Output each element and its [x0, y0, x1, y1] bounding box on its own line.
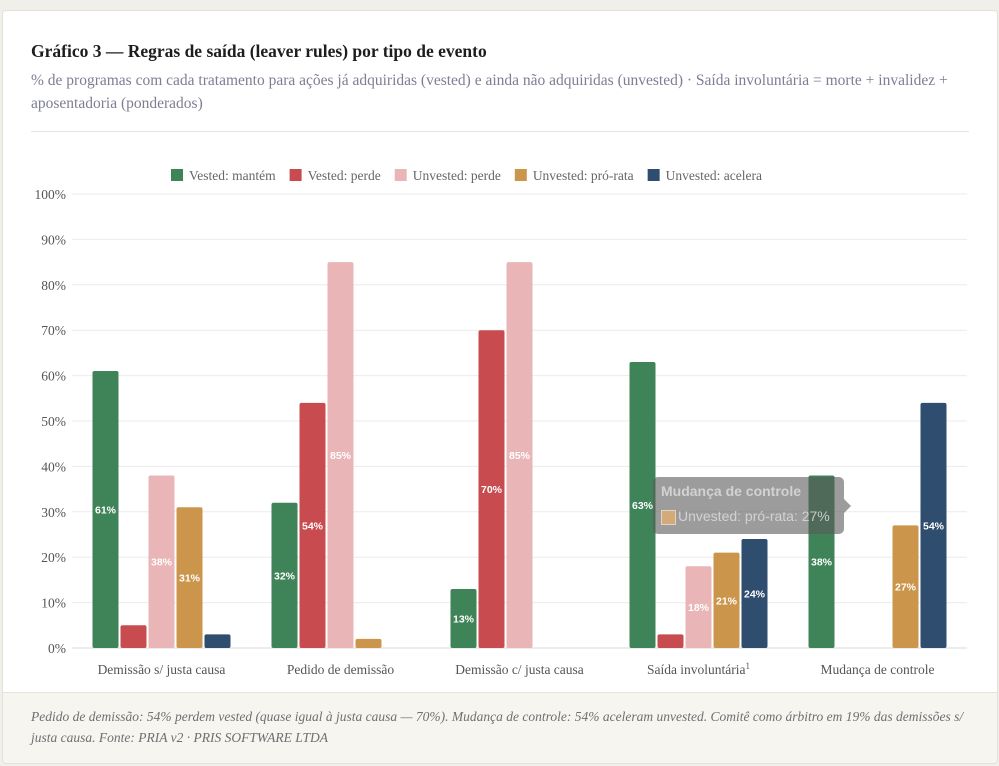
- data-label: 31%: [179, 573, 201, 585]
- y-tick-label: 100%: [35, 187, 67, 202]
- legend-label: Unvested: acelera: [666, 168, 762, 183]
- bar: [657, 634, 684, 648]
- data-label: 63%: [632, 500, 654, 512]
- bar: [892, 525, 919, 648]
- bar: [327, 262, 354, 648]
- data-label: 27%: [895, 582, 917, 594]
- data-label: 85%: [330, 450, 352, 462]
- data-label: 18%: [688, 602, 710, 614]
- chart-tooltip: Mudança de controle Unvested: pró-rata: …: [653, 477, 851, 534]
- data-label: 85%: [509, 450, 531, 462]
- bar: [685, 566, 712, 648]
- legend-swatch: [647, 169, 660, 181]
- bar: [741, 539, 768, 648]
- chart-footer: Pedido de demissão: 54% perdem vested (q…: [3, 692, 997, 763]
- x-tick-label: Mudança de controle: [821, 662, 935, 677]
- y-tick-label: 0%: [48, 641, 66, 656]
- bar: [204, 634, 231, 648]
- divider: [31, 131, 969, 132]
- bar: [506, 262, 533, 648]
- bar: [450, 588, 477, 648]
- legend-swatch: [514, 169, 527, 181]
- bar: [713, 552, 740, 648]
- bar: [148, 475, 175, 648]
- bar: [478, 330, 505, 648]
- data-label: 21%: [716, 595, 738, 607]
- x-tick-label: Demissão c/ justa causa: [455, 662, 584, 677]
- footer-note: Pedido de demissão: 54% perdem vested (q…: [31, 709, 964, 745]
- bar: [355, 638, 382, 648]
- y-tick-label: 80%: [41, 278, 66, 293]
- legend-swatch: [171, 169, 183, 181]
- legend-label: Vested: mantém: [189, 168, 276, 183]
- x-tick-label: Saída involuntária1: [647, 661, 750, 677]
- y-tick-label: 90%: [41, 232, 66, 247]
- legend-label: Vested: perde: [308, 168, 381, 183]
- bar: [92, 371, 119, 648]
- data-label: 54%: [302, 520, 324, 532]
- bar: [629, 361, 656, 648]
- x-tick-label: Demissão s/ justa causa: [98, 662, 226, 677]
- tooltip-body: Unvested: pró-rata: 27%: [678, 508, 830, 524]
- data-label: 32%: [274, 570, 296, 582]
- data-label: 38%: [811, 557, 833, 569]
- data-label: 13%: [453, 613, 475, 625]
- data-label: 61%: [95, 505, 117, 517]
- bar: [271, 502, 298, 648]
- chart-subtitle: % de programas com cada tratamento para …: [31, 72, 948, 112]
- tooltip-title: Mudança de controle: [661, 483, 802, 499]
- data-label: 70%: [481, 484, 503, 496]
- x-tick-label: Pedido de demissão: [287, 662, 394, 677]
- legend-swatch: [394, 169, 407, 181]
- legend-label: Unvested: perde: [413, 168, 501, 183]
- chart-title: Gráfico 3 — Regras de saída (leaver rule…: [31, 41, 487, 61]
- y-tick-label: 60%: [41, 369, 66, 384]
- y-tick-label: 20%: [41, 550, 66, 565]
- y-tick-label: 10%: [41, 596, 66, 611]
- data-label: 24%: [744, 589, 766, 601]
- bar: [120, 625, 147, 648]
- y-tick-label: 70%: [41, 323, 66, 338]
- bar: [176, 507, 203, 648]
- legend-swatch: [289, 169, 302, 181]
- data-label: 38%: [151, 557, 173, 569]
- y-tick-label: 50%: [41, 414, 66, 429]
- bar: [920, 402, 947, 648]
- bar: [299, 402, 326, 648]
- y-tick-label: 30%: [41, 505, 66, 520]
- legend-label: Unvested: pró-rata: [533, 168, 634, 183]
- y-tick-label: 40%: [41, 459, 66, 474]
- data-label: 54%: [923, 520, 945, 532]
- tooltip-swatch: [661, 510, 676, 525]
